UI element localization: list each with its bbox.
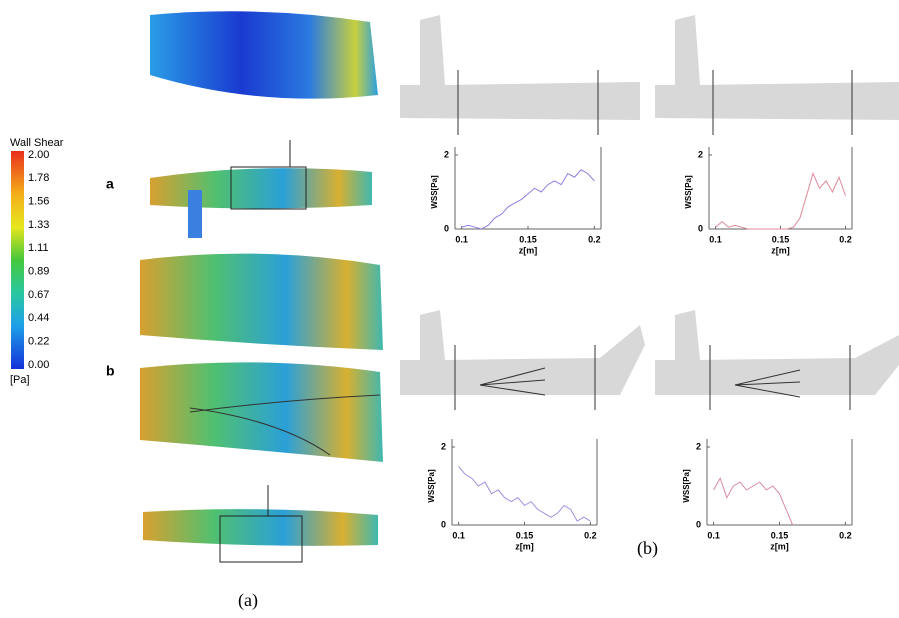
y-tick-label: 2 [698, 149, 703, 159]
vessel-image [400, 310, 645, 395]
y-axis-label: WSS[Pa] [684, 175, 693, 209]
colorbar-label: 2.00 [28, 149, 49, 161]
data-line [714, 478, 793, 525]
row-label: a [106, 176, 114, 192]
x-tick-label: 0.1 [455, 234, 468, 244]
data-line [459, 467, 591, 522]
vessel-image [150, 11, 378, 98]
colorbar-label: 0.22 [28, 336, 49, 348]
vessel-image [188, 190, 202, 238]
data-line [462, 170, 595, 229]
y-tick-label: 0 [441, 519, 446, 529]
x-axis-label: z[m] [771, 245, 790, 255]
vessel-image [655, 310, 899, 395]
y-tick-label: 2 [696, 441, 701, 451]
colorbar-label: 0.44 [28, 312, 49, 324]
y-tick-label: 2 [444, 149, 449, 159]
x-tick-label: 0.1 [709, 234, 722, 244]
x-axis-label: z[m] [515, 541, 534, 551]
vessel-image [150, 168, 372, 208]
panel-label: (b) [637, 538, 658, 559]
x-axis-label: z[m] [519, 245, 538, 255]
x-tick-label: 0.2 [839, 234, 852, 244]
colorbar-label: 1.11 [28, 242, 49, 254]
vessel-image [143, 509, 378, 546]
x-axis-label: z[m] [770, 541, 789, 551]
x-tick-label: 0.15 [519, 234, 537, 244]
vessel-image [140, 254, 383, 350]
x-tick-label: 0.15 [771, 530, 789, 540]
vessel-images [140, 11, 383, 562]
x-tick-label: 0.15 [516, 530, 534, 540]
vessel-image [140, 362, 383, 462]
colorbar-label: 0.89 [28, 266, 49, 278]
y-tick-label: 0 [696, 519, 701, 529]
x-tick-label: 0.2 [839, 530, 852, 540]
colorbar-label: 1.56 [28, 196, 49, 208]
vessel-silhouettes [400, 15, 899, 410]
y-axis-label: WSS[Pa] [427, 469, 436, 503]
vessel-image [400, 15, 640, 120]
colorbar-label: 0.00 [28, 359, 49, 371]
colorbar-label: 0.67 [28, 289, 49, 301]
x-tick-label: 0.2 [584, 530, 597, 540]
colorbar-label: 1.33 [28, 219, 49, 231]
x-tick-label: 0.1 [707, 530, 720, 540]
x-tick-label: 0.2 [588, 234, 601, 244]
y-tick-label: 0 [444, 223, 449, 233]
panel-label: (a) [238, 590, 258, 611]
colorbar-title: Wall Shear [10, 137, 64, 149]
vessel-image [655, 15, 899, 120]
colorbar-unit: [Pa] [10, 374, 30, 386]
data-line [716, 174, 846, 230]
colorbar-ramp [11, 151, 24, 369]
x-tick-label: 0.1 [452, 530, 465, 540]
y-tick-label: 0 [698, 223, 703, 233]
colorbar-label: 1.78 [28, 172, 49, 184]
figure: Wall Shear 2.00 1.78 1.56 1.33 1.11 0.89 0.67 0… [0, 0, 899, 618]
row-label: b [106, 363, 115, 379]
y-axis-label: WSS[Pa] [430, 175, 439, 209]
y-tick-label: 2 [441, 441, 446, 451]
colorbar: Wall Shear 2.00 1.78 1.56 1.33 1.11 0.89 0.67 0… [10, 137, 64, 386]
y-axis-label: WSS[Pa] [682, 469, 691, 503]
x-tick-label: 0.15 [772, 234, 790, 244]
